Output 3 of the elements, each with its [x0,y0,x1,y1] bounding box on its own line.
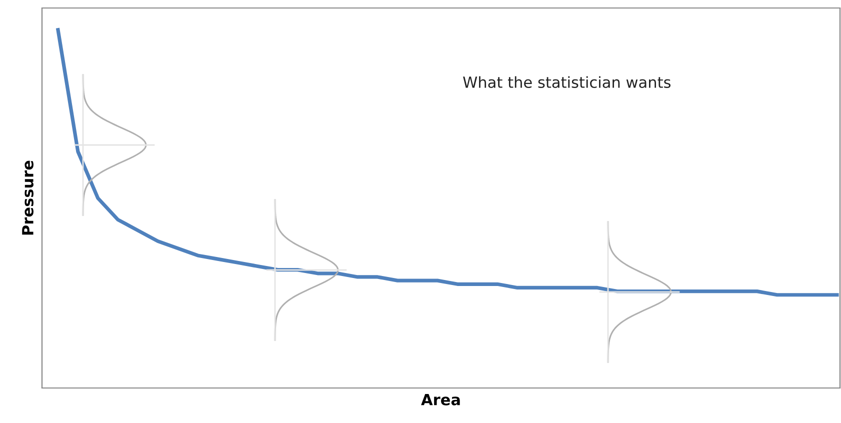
x-axis-title: Area [421,394,460,406]
annotation: What the statistician wants [463,76,671,88]
y-axis-title: Pressure [22,160,34,235]
